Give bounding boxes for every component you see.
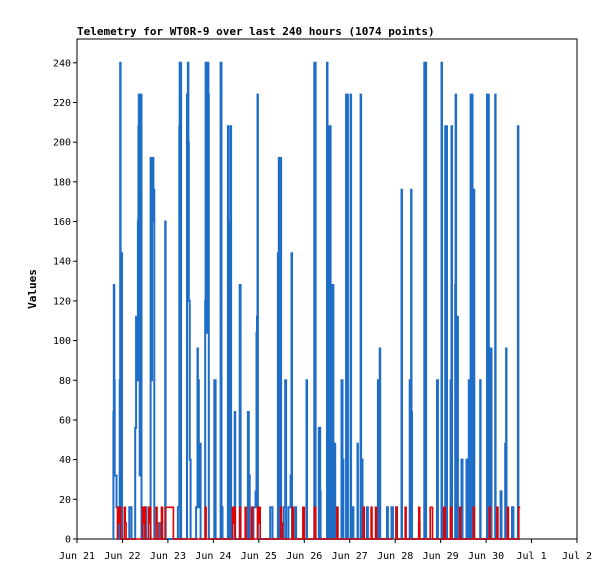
y-tick-label: 20 — [59, 495, 71, 506]
y-tick-label: 200 — [53, 138, 71, 149]
y-tick-label: 140 — [53, 257, 71, 268]
y-tick-label: 0 — [65, 535, 71, 546]
y-tick-label: 180 — [53, 177, 71, 188]
y-tick-label: 240 — [53, 58, 71, 69]
y-tick-label: 80 — [59, 376, 71, 387]
chart-title: Telemetry for WT0R-9 over last 240 hours… — [77, 25, 435, 38]
y-tick-label: 40 — [59, 455, 71, 466]
x-tick-label: Jul 1 — [516, 551, 546, 562]
series-line-0 — [112, 61, 394, 540]
y-tick-label: 160 — [53, 217, 71, 228]
y-tick-label: 60 — [59, 415, 71, 426]
series-layer — [112, 61, 521, 540]
y-axis-label: Values — [26, 269, 39, 309]
x-tick-label: Jun 22 — [104, 551, 140, 562]
x-tick-label: Jun 29 — [423, 551, 459, 562]
x-tick-label: Jun 28 — [377, 551, 413, 562]
x-tick-label: Jun 23 — [150, 551, 186, 562]
x-axis: Jun 21 Jun 22 Jun 23 Jun 24 Jun 25 Jun 26 Jun … — [59, 539, 592, 562]
y-axis: 0 20 40 60 80 100 120 140 160 180 200 220 240 — [53, 58, 77, 546]
series-line-2 — [395, 61, 521, 540]
x-tick-label: Jun 27 — [332, 551, 368, 562]
y-tick-label: 120 — [53, 296, 71, 307]
x-tick-label: Jul 2 — [562, 551, 592, 562]
x-tick-label: Jun 30 — [468, 551, 504, 562]
x-tick-label: Jun 21 — [59, 551, 95, 562]
series-line-1 — [116, 506, 393, 540]
x-tick-label: Jun 24 — [195, 551, 231, 562]
x-tick-label: Jun 26 — [286, 551, 322, 562]
y-tick-label: 220 — [53, 98, 71, 109]
y-tick-label: 100 — [53, 336, 71, 347]
x-tick-label: Jun 25 — [241, 551, 277, 562]
series-line-3 — [395, 506, 521, 540]
